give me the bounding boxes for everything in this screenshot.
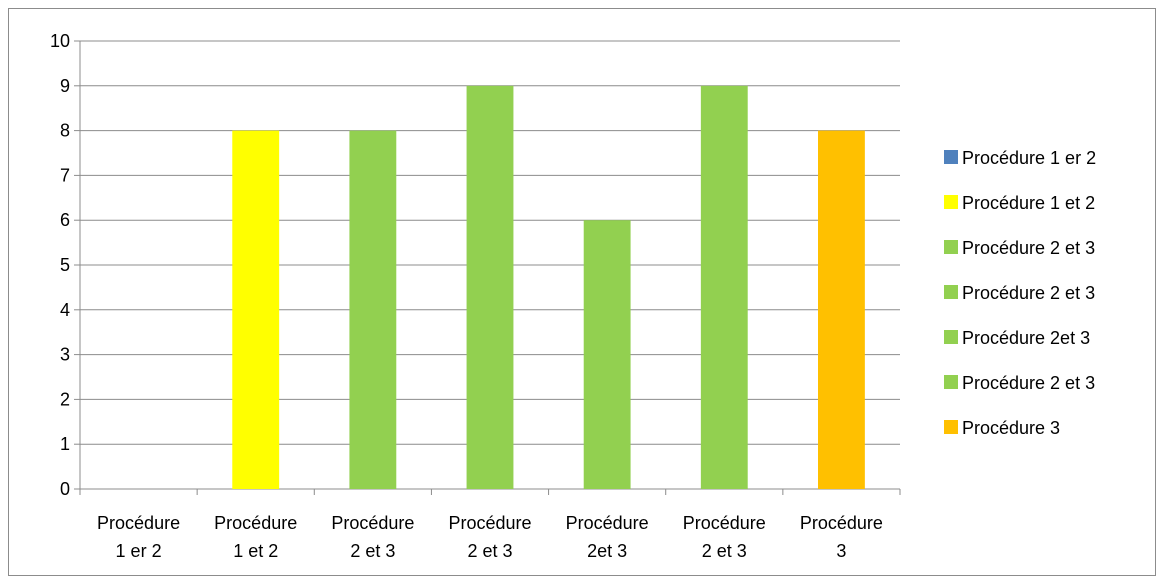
bar-5 bbox=[700, 85, 748, 490]
y-tick-label-0: 0 bbox=[60, 479, 70, 499]
y-tick-label-4: 4 bbox=[60, 300, 70, 320]
y-tick-label-5: 5 bbox=[60, 255, 70, 275]
legend-swatch-4 bbox=[944, 330, 958, 344]
x-tick-label-3: Procédure 2 et 3 bbox=[448, 513, 531, 561]
y-tick-label-6: 6 bbox=[60, 210, 70, 230]
bar-3 bbox=[466, 85, 514, 490]
legend-swatch-2 bbox=[944, 240, 958, 254]
legend-swatch-1 bbox=[944, 195, 958, 209]
y-tick-label-2: 2 bbox=[60, 389, 70, 409]
legend-label-6: Procédure 3 bbox=[962, 418, 1060, 438]
bar-2 bbox=[349, 130, 397, 489]
x-tick-label-4: Procédure 2et 3 bbox=[566, 513, 649, 561]
legend-swatch-0 bbox=[944, 150, 958, 164]
legend-label-4: Procédure 2et 3 bbox=[962, 328, 1090, 348]
chart-frame bbox=[8, 8, 1156, 576]
legend-label-1: Procédure 1 et 2 bbox=[962, 193, 1095, 213]
x-tick-label-0: Procédure 1 er 2 bbox=[97, 513, 180, 561]
x-tick-label-6: Procédure 3 bbox=[800, 513, 883, 561]
y-tick-label-8: 8 bbox=[60, 121, 70, 141]
x-tick-label-1: Procédure 1 et 2 bbox=[214, 513, 297, 561]
y-tick-label-10: 10 bbox=[50, 31, 70, 51]
legend-label-3: Procédure 2 et 3 bbox=[962, 283, 1095, 303]
y-tick-label-7: 7 bbox=[60, 165, 70, 185]
legend-swatch-6 bbox=[944, 420, 958, 434]
bar-1 bbox=[232, 130, 280, 489]
y-tick-label-9: 9 bbox=[60, 76, 70, 96]
legend-label-2: Procédure 2 et 3 bbox=[962, 238, 1095, 258]
legend-label-0: Procédure 1 er 2 bbox=[962, 148, 1096, 168]
y-tick-label-1: 1 bbox=[60, 434, 70, 454]
legend-label-5: Procédure 2 et 3 bbox=[962, 373, 1095, 393]
x-tick-label-2: Procédure 2 et 3 bbox=[331, 513, 414, 561]
legend-swatch-5 bbox=[944, 375, 958, 389]
legend-swatch-3 bbox=[944, 285, 958, 299]
bar-4 bbox=[583, 220, 631, 489]
bar-6 bbox=[818, 130, 865, 489]
y-tick-label-3: 3 bbox=[60, 345, 70, 365]
x-tick-label-5: Procédure 2 et 3 bbox=[683, 513, 766, 561]
